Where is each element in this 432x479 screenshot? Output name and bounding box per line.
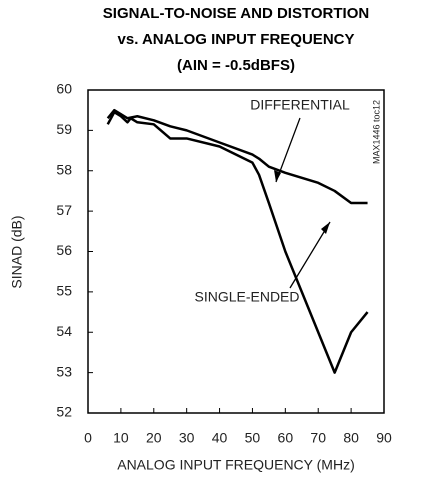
x-tick-label: 90 <box>376 430 392 446</box>
chart-title: vs. ANALOG INPUT FREQUENCY <box>118 31 355 48</box>
y-tick-label: 60 <box>56 81 72 97</box>
x-tick-label: 10 <box>113 430 129 446</box>
y-tick-label: 52 <box>56 404 72 420</box>
series-line <box>106 110 369 374</box>
annotation: DIFFERENTIAL <box>250 97 350 113</box>
series-line <box>106 108 368 205</box>
arrowhead <box>274 170 281 182</box>
arrowhead <box>321 222 330 234</box>
annotation: SINGLE-ENDED <box>194 289 299 305</box>
x-tick-label: 0 <box>84 430 92 446</box>
plot-frame <box>87 89 385 414</box>
x-tick-label: 30 <box>179 430 195 446</box>
y-axis-label: SINAD (dB) <box>9 215 25 288</box>
y-tick-label: 58 <box>56 161 72 177</box>
x-tick-label: 70 <box>310 430 326 446</box>
y-tick-label: 55 <box>56 283 72 299</box>
x-tick-label: 50 <box>245 430 261 446</box>
x-tick-label: 40 <box>212 430 228 446</box>
x-tick-label: 80 <box>343 430 359 446</box>
x-axis-label: ANALOG INPUT FREQUENCY (MHz) <box>117 457 355 473</box>
y-tick-label: 54 <box>56 323 72 339</box>
y-tick-label: 53 <box>56 363 72 379</box>
y-tick-label: 57 <box>56 202 72 218</box>
side-note: MAX1446 toc12 <box>371 100 381 164</box>
chart-title: (AIN = -0.5dBFS) <box>177 57 295 74</box>
y-tick-label: 59 <box>56 121 72 137</box>
x-tick-label: 60 <box>278 430 294 446</box>
y-tick-label: 56 <box>56 242 72 258</box>
x-tick-label: 20 <box>146 430 162 446</box>
chart-title: SIGNAL-TO-NOISE AND DISTORTION <box>103 5 369 22</box>
